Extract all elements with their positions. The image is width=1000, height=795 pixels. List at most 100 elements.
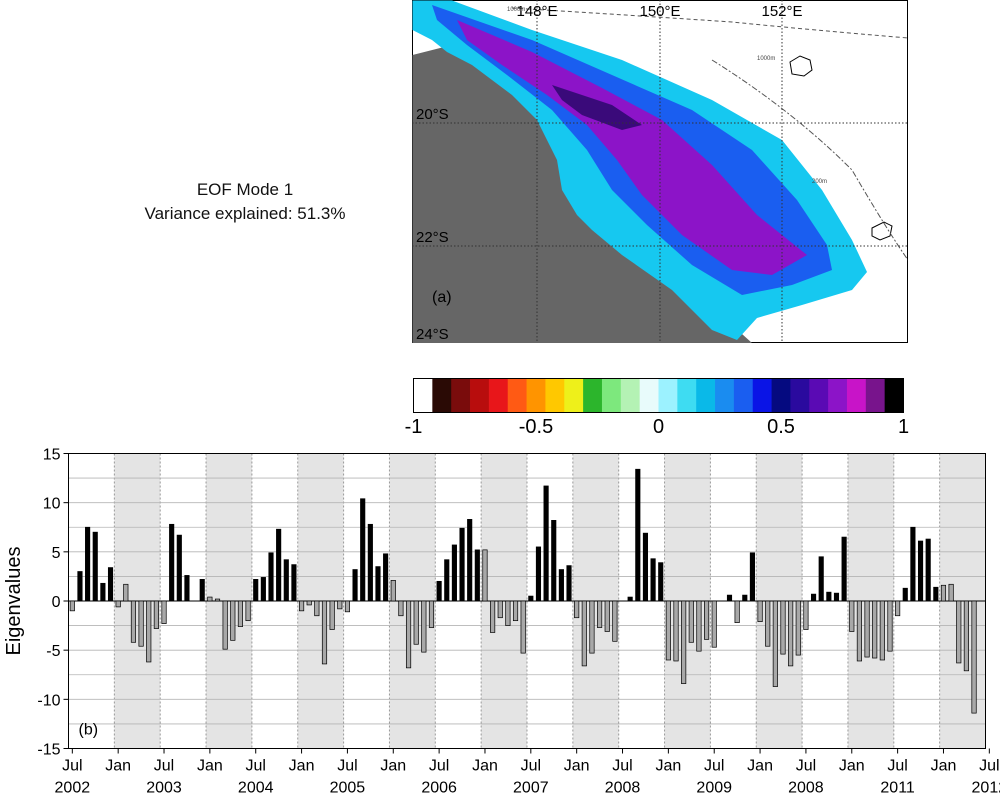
colorbar-swatch [432, 378, 452, 413]
bar [772, 600, 778, 687]
colorbar-swatch [451, 378, 471, 413]
bar [222, 600, 228, 650]
contour-label: 1000m [757, 56, 775, 62]
bar [77, 571, 83, 602]
bar [276, 528, 282, 602]
bar [436, 580, 442, 602]
y-tick-label: 15 [43, 447, 61, 464]
bar [535, 546, 542, 602]
bar [176, 534, 182, 602]
bar [367, 523, 373, 602]
x-tick-month-label: Jul [154, 758, 174, 775]
x-tick-month-label: Jan [380, 758, 406, 775]
bar [940, 584, 947, 602]
x-tick-month-label: Jan [931, 758, 957, 775]
colorbar-swatch [677, 378, 697, 413]
bar [260, 577, 266, 602]
colorbar-swatch [828, 378, 848, 413]
bar [505, 600, 511, 626]
bar [810, 593, 817, 602]
variance-explained: Variance explained: 51.3% [144, 204, 346, 223]
bar [237, 600, 244, 627]
bar [337, 600, 343, 610]
bar [642, 532, 649, 602]
bar [696, 600, 702, 652]
bar [574, 600, 580, 619]
x-tick-month-label: Jul [62, 758, 82, 775]
y-tick-label: 0 [52, 594, 61, 611]
bar [398, 600, 404, 617]
bar [283, 559, 289, 602]
bar [390, 580, 396, 602]
x-tick-year-label: 2007 [513, 780, 549, 795]
bar [933, 586, 939, 602]
bar [161, 600, 167, 624]
bar [726, 594, 733, 602]
colorbar-tick-label: -1 [405, 416, 423, 438]
bar [184, 575, 190, 602]
colorbar-swatch [413, 378, 433, 413]
bar [306, 600, 312, 606]
colorbar-swatch [601, 378, 622, 413]
colorbar-swatch [545, 378, 565, 413]
bar [635, 468, 641, 602]
bar [856, 600, 862, 662]
y-axis: -15 -10 -5 0 5 10 15 [37, 447, 69, 759]
bar [818, 556, 824, 602]
colorbar-tick-label: 1 [898, 416, 909, 438]
colorbar-swatch [733, 378, 754, 413]
x-tick-year-label: 2009 [696, 780, 732, 795]
bar [665, 600, 671, 661]
bar [589, 600, 595, 654]
chart-panel-label: (b) [79, 722, 99, 739]
colorbar-tick-label: -0.5 [519, 416, 553, 438]
x-tick-month-label: Jan [655, 758, 681, 775]
bar [314, 600, 320, 617]
bar [421, 600, 427, 653]
bar [780, 600, 786, 655]
bar [291, 564, 297, 602]
bar [207, 596, 213, 602]
x-tick-month-label: Jan [105, 758, 131, 775]
bar [230, 600, 236, 641]
map-gridlines [412, 0, 908, 343]
bar [115, 600, 121, 608]
bar [444, 559, 450, 602]
bar [405, 600, 412, 669]
x-tick-month-label: Jul [612, 758, 632, 775]
colorbar-swatch [658, 378, 678, 413]
colorbar-swatch [809, 378, 829, 413]
bar [138, 600, 144, 647]
bar [956, 600, 962, 664]
bar [85, 526, 91, 602]
bar [902, 587, 908, 602]
bar [742, 594, 748, 602]
bar [895, 600, 901, 617]
colorbar-ticks: -1 -0.5 0 0.5 1 [405, 416, 909, 438]
bar [69, 600, 75, 612]
bar [681, 600, 687, 684]
x-tick-month-label: Jan [747, 758, 773, 775]
bar [872, 600, 878, 659]
x-tick-year-label: 2011 [880, 780, 915, 795]
map-panel-label: (a) [432, 289, 452, 306]
x-tick-year-label: 2004 [238, 780, 274, 795]
bar [849, 600, 855, 632]
bar [734, 600, 740, 623]
contour-label: 1000m [507, 7, 525, 13]
contour-label: 200m [812, 179, 827, 185]
bar [887, 600, 893, 652]
x-tick-month-label: Jul [245, 758, 265, 775]
bar [910, 526, 916, 602]
colorbar-swatch [790, 378, 810, 413]
bar [711, 600, 717, 648]
bar [253, 579, 259, 602]
x-tick-month-label: Jan [289, 758, 315, 775]
bar [474, 549, 480, 602]
x-tick-year-label: 2006 [421, 780, 457, 795]
x-axis: Jul Jan Jul Jan Jul Jan Jul Jan Jul Jan Jul Jan Jul J… [55, 748, 1000, 795]
colorbar-swatch [865, 378, 886, 413]
lat-label: 20°S [416, 106, 449, 123]
bar [963, 600, 969, 672]
bar [214, 598, 221, 602]
